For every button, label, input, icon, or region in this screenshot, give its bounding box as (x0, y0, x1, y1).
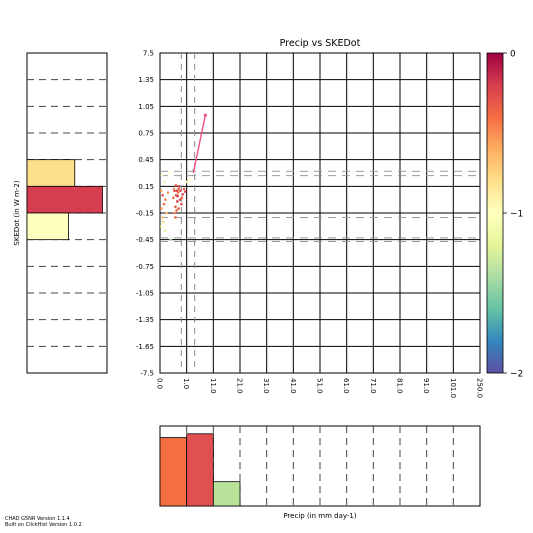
scatter-point[interactable] (164, 198, 167, 201)
scatter-point[interactable] (172, 196, 175, 200)
x-tick-label: 61.0 (342, 378, 350, 394)
scatter-point[interactable] (174, 205, 177, 209)
y-tick-label: 7.5 (143, 50, 154, 58)
scatter-point[interactable] (161, 220, 165, 224)
precip-histogram-panel: Precip (in mm day-1) (159, 425, 481, 520)
x-tick-label: 1.0 (182, 378, 190, 389)
scatter-point[interactable] (160, 225, 163, 228)
x-tick-label: 91.0 (422, 378, 430, 394)
scatter-point[interactable] (176, 194, 179, 198)
scatter-y-tick-labels: 7.5 1.35 1.05 0.75 0.45 0.15 -0.15 -0.45 -0.75 -1… (136, 50, 154, 378)
skedot-histogram-panel: SKEDot (in W m-2) (13, 52, 108, 374)
scatter-point[interactable] (177, 185, 181, 188)
colorbar-tick-label: −1 (510, 210, 523, 220)
y-tick-label: -0.45 (136, 236, 154, 244)
scatter-point[interactable] (180, 196, 184, 200)
y-tick-label: 0.45 (138, 156, 154, 164)
trend-line (192, 115, 207, 174)
skedot-bar[interactable] (26, 185, 103, 214)
y-tick-label: -1.35 (136, 316, 154, 324)
y-tick-label: -0.15 (136, 210, 154, 218)
x-tick-label: 101.0 (449, 378, 457, 398)
scatter-point[interactable] (175, 189, 179, 193)
scatter-point[interactable] (160, 207, 163, 210)
y-tick-label: 1.35 (138, 76, 154, 84)
scatter-point[interactable] (169, 238, 172, 241)
x-tick-label: 31.0 (262, 378, 270, 394)
scatter-point[interactable] (174, 216, 177, 219)
y-tick-label: -0.75 (136, 263, 154, 271)
scatter-grid (160, 53, 480, 373)
scatter-point[interactable] (177, 187, 180, 191)
scatter-point[interactable] (184, 190, 187, 193)
y-tick-label: 1.05 (138, 103, 154, 111)
colorbar-tick-label: −2 (510, 370, 523, 380)
chart-title: Precip vs SKEDot (280, 38, 361, 49)
scatter-point[interactable] (162, 202, 166, 206)
scatter-point[interactable] (160, 189, 163, 193)
scatter-point[interactable] (164, 229, 167, 233)
precip-histogram-bars (159, 433, 241, 507)
y-tick-label: 0.15 (138, 183, 154, 191)
scatter-point[interactable] (161, 216, 164, 219)
x-tick-label: 51.0 (316, 378, 324, 394)
y-tick-label: -1.65 (136, 343, 154, 351)
scatter-point[interactable] (173, 211, 176, 215)
x-tick-label: 11.0 (209, 378, 217, 394)
skedot-bar[interactable] (26, 212, 69, 241)
x-tick-label: 41.0 (289, 378, 297, 394)
y-axis-label: SKEDot (in W m-2) (13, 180, 21, 245)
scatter-point[interactable] (166, 191, 170, 194)
scatter-point[interactable] (176, 200, 179, 203)
scatter-point[interactable] (177, 207, 180, 210)
scatter-point[interactable] (178, 198, 182, 201)
scatter-dashed-lines (160, 53, 480, 373)
scatter-point[interactable] (163, 180, 167, 184)
colorbar-tick-label: 0 (510, 50, 516, 60)
scatter-x-tick-labels: 0.0 1.0 11.0 21.0 31.0 41.0 51.0 61.0 71.0 81.0 91… (156, 378, 484, 398)
colorbar-fill (486, 52, 504, 374)
footer-version: CHAD G5NR Version 1.1.4 (5, 516, 70, 522)
x-tick-label: 81.0 (396, 378, 404, 394)
footer-built-on: Built on ClickHist Version 1.0.2 (5, 522, 82, 528)
colorbar-ticks: 0 −1 −2 (503, 50, 523, 380)
scatter-point[interactable] (179, 189, 182, 193)
x-tick-label: 250.0 (476, 378, 484, 398)
scatter-point[interactable] (174, 184, 178, 187)
x-tick-label: 71.0 (369, 378, 377, 394)
y-tick-label: 0.75 (138, 130, 154, 138)
skedot-bar[interactable] (26, 159, 76, 187)
scatter-point[interactable] (175, 209, 178, 212)
skedot-histogram-bars (26, 159, 103, 241)
y-tick-label: -7.5 (140, 370, 154, 378)
trend-line-end (203, 113, 207, 117)
scatter-trend-line (192, 113, 207, 174)
scatter-points (160, 169, 195, 241)
scatter-point[interactable] (188, 178, 191, 182)
scatter-point[interactable] (168, 171, 171, 175)
scatter-point[interactable] (160, 173, 164, 177)
scatter-point[interactable] (165, 211, 168, 215)
y-tick-label: -1.05 (136, 290, 154, 298)
scatter-point[interactable] (182, 187, 186, 191)
precip-bar[interactable] (159, 437, 188, 507)
scatter-point[interactable] (161, 193, 164, 197)
scatter-point[interactable] (172, 187, 176, 191)
scatter-point[interactable] (185, 180, 188, 184)
x-tick-label: 21.0 (236, 378, 244, 394)
scatter-point[interactable] (181, 193, 184, 196)
colorbar: 0 −1 −2 (486, 50, 523, 380)
scatter-panel: 7.5 1.35 1.05 0.75 0.45 0.15 -0.15 -0.45 -0.75 -1… (136, 38, 484, 398)
precip-bar[interactable] (212, 481, 241, 507)
precip-bar[interactable] (186, 433, 214, 507)
x-tick-label: 0.0 (156, 378, 164, 389)
x-axis-label: Precip (in mm day-1) (283, 512, 357, 520)
scatter-point[interactable] (180, 202, 183, 206)
